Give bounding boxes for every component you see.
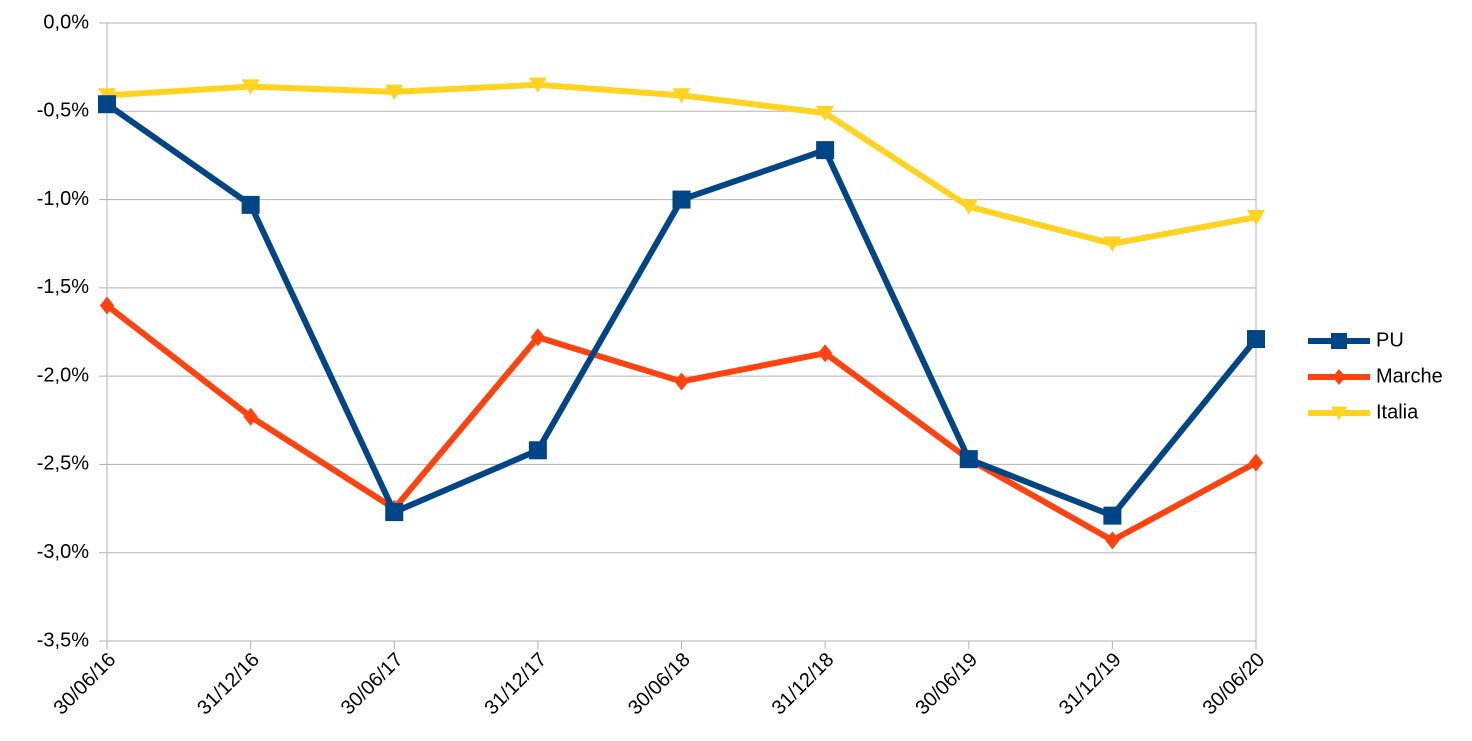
marker [98, 95, 116, 114]
marker [99, 296, 115, 315]
legend-label: Marche [1376, 365, 1443, 387]
marker [528, 441, 547, 460]
y-tick-label: -1,0% [37, 188, 89, 210]
y-tick-label: -1,5% [37, 276, 89, 298]
marker [1247, 330, 1265, 349]
series [99, 296, 1264, 550]
x-tick-label: 31/12/19 [1055, 649, 1126, 720]
series [98, 77, 1265, 252]
y-tick-label: 0,0% [43, 11, 89, 33]
marker [1247, 210, 1265, 226]
x-tick-label: 31/12/16 [193, 649, 264, 720]
legend-label: Italia [1376, 401, 1419, 423]
marker [243, 407, 258, 426]
marker [385, 503, 404, 522]
marker [1103, 506, 1122, 525]
marker [959, 450, 978, 469]
marker [1105, 531, 1120, 550]
y-tick-label: -3,5% [37, 629, 89, 651]
x-tick-label: 31/12/17 [481, 649, 552, 720]
marker [1331, 333, 1347, 349]
marker [528, 77, 547, 93]
marker [1332, 369, 1346, 385]
marker [816, 105, 835, 122]
x-tick-label: 30/06/17 [337, 649, 408, 720]
marker [1103, 236, 1122, 252]
x-tick-label: 30/06/16 [50, 649, 121, 720]
series [98, 95, 1265, 525]
marker [241, 195, 260, 214]
x-tick-label: 30/06/20 [1199, 649, 1270, 720]
x-tick-label: 30/06/19 [911, 649, 982, 720]
y-tick-label: -0,5% [37, 100, 89, 122]
marker [672, 190, 691, 209]
y-tick-label: -2,5% [37, 453, 89, 475]
marker [817, 344, 833, 363]
marker [816, 141, 835, 160]
y-tick-label: -2,0% [37, 364, 89, 386]
marker [241, 79, 260, 95]
marker [1331, 406, 1347, 421]
marker [959, 199, 978, 215]
marker [530, 328, 546, 347]
x-tick-label: 30/06/18 [624, 649, 695, 720]
line [105, 101, 1259, 519]
marker [385, 84, 404, 100]
marker [674, 372, 689, 391]
legend-label: PU [1376, 329, 1404, 351]
marker [672, 88, 691, 104]
y-tick-label: -3,0% [37, 541, 89, 563]
line [106, 81, 1257, 247]
marker [1248, 453, 1264, 472]
x-tick-label: 31/12/18 [768, 649, 839, 720]
